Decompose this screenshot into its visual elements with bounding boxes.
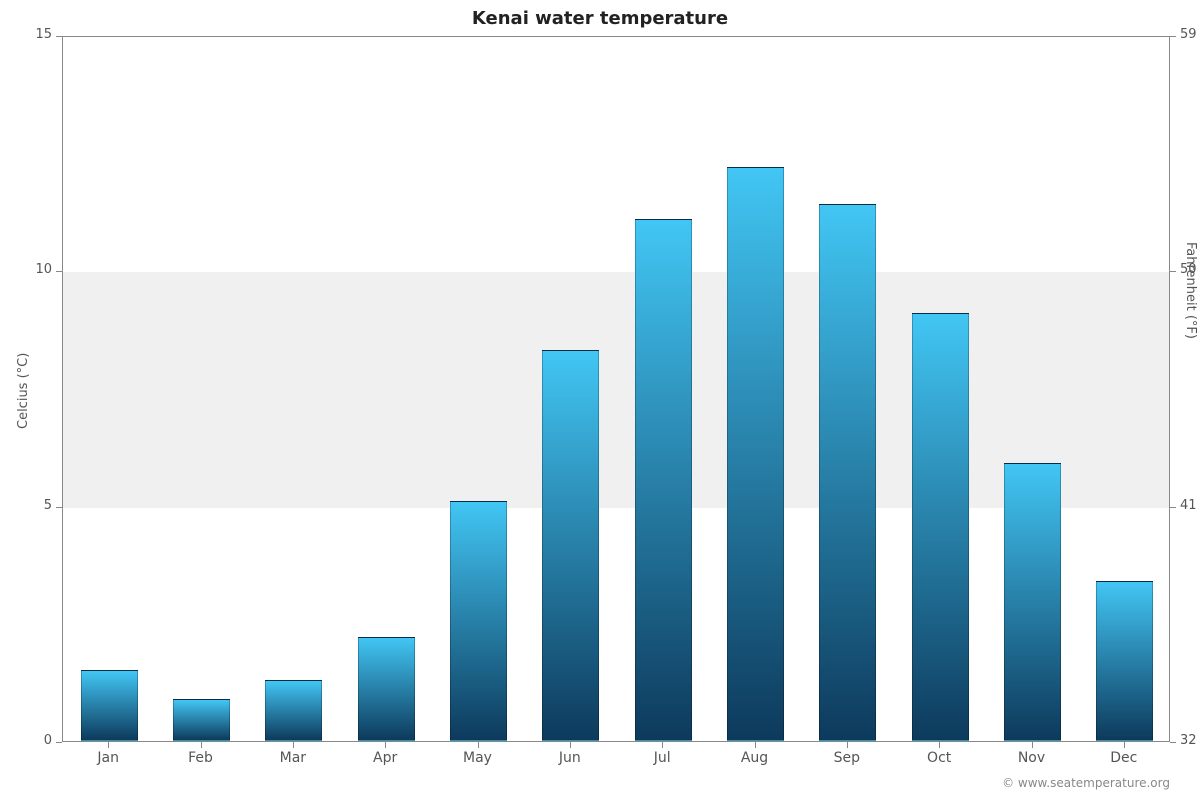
y-axis-label-right: Fahrenheit (°F) — [1183, 242, 1198, 339]
bar — [542, 350, 599, 741]
y-left-tick-mark — [56, 271, 62, 272]
y-left-tick-mark — [56, 36, 62, 37]
bar — [1096, 581, 1153, 741]
y-left-tick-mark — [56, 507, 62, 508]
bar — [173, 699, 230, 741]
x-tick-label: Jun — [524, 750, 616, 766]
bar — [819, 204, 876, 741]
y-right-tick-label: 41 — [1180, 498, 1197, 513]
plot-area — [62, 36, 1170, 742]
x-tick-mark — [755, 742, 756, 748]
bar — [1004, 463, 1061, 741]
bar — [450, 501, 507, 741]
bar — [912, 313, 969, 741]
bar — [727, 167, 784, 741]
x-tick-mark — [201, 742, 202, 748]
bar — [81, 670, 138, 741]
bar — [358, 637, 415, 741]
x-tick-label: Nov — [985, 750, 1077, 766]
x-tick-mark — [662, 742, 663, 748]
y-right-tick-mark — [1170, 507, 1176, 508]
x-tick-mark — [385, 742, 386, 748]
x-tick-mark — [478, 742, 479, 748]
x-tick-mark — [939, 742, 940, 748]
bar — [265, 680, 322, 741]
x-tick-label: Feb — [154, 750, 246, 766]
bar — [635, 219, 692, 741]
x-tick-mark — [570, 742, 571, 748]
y-left-tick-label: 0 — [0, 733, 52, 748]
x-tick-label: Aug — [708, 750, 800, 766]
y-left-tick-label: 15 — [0, 27, 52, 42]
x-tick-label: Jul — [616, 750, 708, 766]
y-right-tick-mark — [1170, 36, 1176, 37]
y-left-tick-mark — [56, 742, 62, 743]
x-tick-label: Apr — [339, 750, 431, 766]
y-left-tick-label: 10 — [0, 262, 52, 277]
x-tick-label: Jan — [62, 750, 154, 766]
x-tick-label: Mar — [247, 750, 339, 766]
chart-title: Kenai water temperature — [0, 8, 1200, 29]
x-tick-label: Dec — [1078, 750, 1170, 766]
x-tick-mark — [293, 742, 294, 748]
y-right-tick-label: 32 — [1180, 733, 1197, 748]
chart-container: Kenai water temperature 051015 32415059 … — [0, 0, 1200, 800]
x-tick-label: Oct — [893, 750, 985, 766]
x-tick-mark — [108, 742, 109, 748]
y-axis-label-left: Celcius (°C) — [16, 353, 31, 429]
x-tick-label: May — [431, 750, 523, 766]
x-tick-mark — [1124, 742, 1125, 748]
y-left-tick-label: 5 — [0, 498, 52, 513]
y-right-tick-mark — [1170, 271, 1176, 272]
y-right-tick-mark — [1170, 742, 1176, 743]
x-tick-mark — [1032, 742, 1033, 748]
copyright-text: © www.seatemperature.org — [1002, 776, 1170, 790]
y-right-tick-label: 59 — [1180, 27, 1197, 42]
x-tick-label: Sep — [801, 750, 893, 766]
x-tick-mark — [847, 742, 848, 748]
